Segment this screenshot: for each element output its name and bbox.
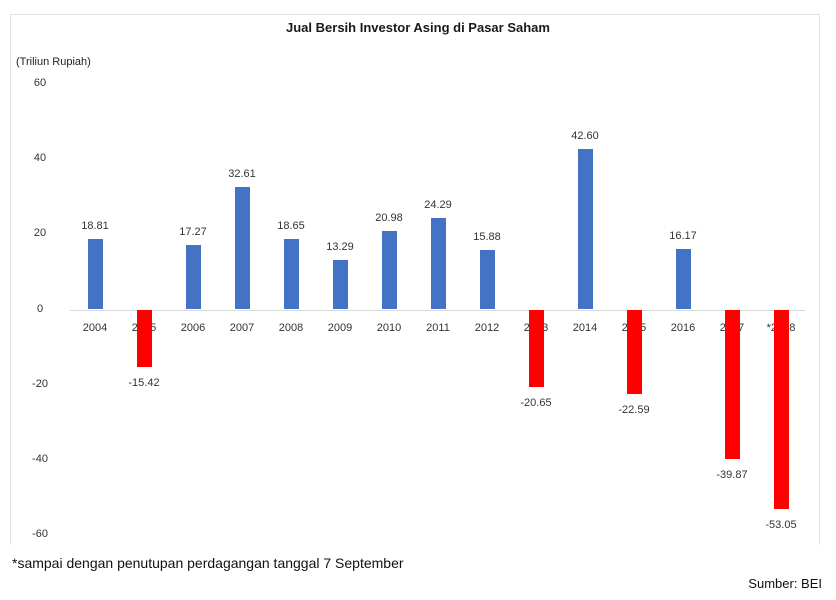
data-label: 17.27 — [179, 225, 207, 238]
bar-2004 — [87, 238, 103, 310]
y-tick-label: -20 — [32, 377, 48, 390]
data-label: 15.88 — [473, 230, 501, 243]
y-tick-label: -60 — [32, 528, 48, 540]
bar-2018 — [773, 309, 789, 509]
source-label: Sumber: BEI — [748, 576, 822, 591]
footnote: *sampai dengan penutupan perdagangan tan… — [12, 555, 404, 571]
data-label: 18.81 — [81, 219, 109, 232]
x-tick-label: 2004 — [82, 321, 108, 334]
x-tick-label: 2011 — [426, 321, 450, 334]
data-label: 24.29 — [424, 199, 452, 212]
bar-2008 — [283, 239, 299, 310]
data-label: 18.65 — [277, 220, 305, 233]
data-label: 16.17 — [669, 229, 697, 242]
data-label: 13.29 — [326, 240, 354, 253]
bar-2007 — [234, 186, 250, 310]
data-label: 42.60 — [571, 130, 599, 143]
y-axis-unit-label: (Triliun Rupiah) — [16, 56, 91, 68]
zero-baseline — [70, 309, 805, 311]
chart-frame — [10, 14, 820, 545]
bar-2012 — [479, 249, 495, 310]
data-label: -15.42 — [128, 377, 160, 390]
data-label: -53.05 — [765, 518, 797, 531]
x-tick-label: 2010 — [376, 321, 402, 334]
y-tick-label: 40 — [33, 152, 47, 165]
bar-2011 — [430, 218, 446, 310]
bar-2014 — [577, 149, 593, 310]
data-label: 32.61 — [228, 167, 256, 180]
bar-2006 — [185, 244, 201, 310]
x-tick-label: 2006 — [180, 321, 206, 334]
bar-2005 — [136, 309, 152, 368]
data-label: -39.87 — [716, 469, 748, 482]
bar-2010 — [381, 230, 397, 310]
x-tick-label: 2009 — [327, 321, 353, 334]
data-label: -22.59 — [618, 404, 650, 417]
x-tick-label: 2014 — [572, 321, 598, 334]
data-label: 20.98 — [375, 211, 403, 224]
y-tick-label: 0 — [36, 302, 44, 315]
x-tick-label: 2012 — [474, 321, 500, 334]
x-tick-label: 2007 — [229, 321, 255, 334]
x-tick-label: 2008 — [278, 321, 304, 334]
x-tick-label: 2016 — [670, 321, 696, 334]
data-label: -20.65 — [520, 397, 552, 410]
y-tick-label: 20 — [33, 227, 47, 240]
bar-2016 — [675, 248, 691, 310]
y-tick-label: -40 — [32, 452, 48, 465]
bar-2017 — [724, 309, 740, 460]
bar-2013 — [528, 309, 544, 388]
chart-title: Jual Bersih Investor Asing di Pasar Saha… — [286, 20, 550, 35]
bar-2009 — [332, 259, 348, 310]
y-tick-label: 60 — [33, 77, 47, 89]
bar-2015 — [626, 309, 642, 395]
